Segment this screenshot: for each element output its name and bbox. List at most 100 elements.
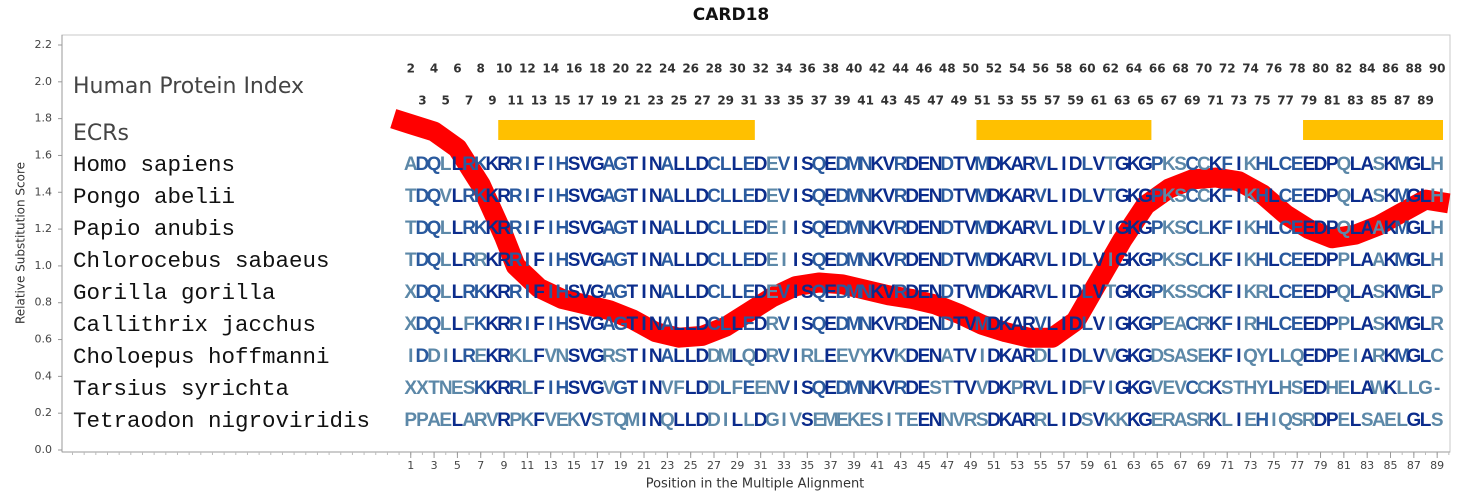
human-index-label: 86 — [1382, 62, 1399, 76]
x-tick-label: 89 — [1430, 459, 1444, 472]
human-index-label: 14 — [542, 62, 559, 76]
human-index-label: 72 — [1219, 62, 1236, 76]
human-index-label: 84 — [1359, 62, 1376, 76]
human-index-label: 79 — [1301, 94, 1318, 108]
species-name: Papio anubis — [73, 216, 235, 242]
human-index-label: 50 — [962, 62, 979, 76]
species-name: Pongo abelii — [73, 184, 235, 210]
human-index-label: 89 — [1417, 94, 1434, 108]
x-tick-label: 3 — [431, 459, 438, 472]
human-index-label: 71 — [1207, 94, 1224, 108]
x-tick-label: 45 — [917, 459, 931, 472]
human-index-label: 4 — [430, 62, 438, 76]
human-index-label: 36 — [799, 62, 816, 76]
sequence: TDQLLRKKRR I F I HSVGAGT I NALLDCLLEDE I I SQEDMN… — [405, 218, 1444, 239]
human-index-label: 22 — [636, 62, 653, 76]
human-index-label: 2 — [407, 62, 415, 76]
human-index-label: 87 — [1394, 94, 1411, 108]
ecr-bar — [1303, 120, 1444, 140]
human-index-label: 51 — [974, 94, 991, 108]
human-index-label: 41 — [857, 94, 874, 108]
human-index-label: 29 — [717, 94, 734, 108]
y-tick-label: 1.0 — [35, 259, 53, 272]
index-label: Human Protein Index — [73, 74, 304, 99]
human-index-label: 40 — [846, 62, 863, 76]
x-tick-label: 25 — [684, 459, 698, 472]
x-tick-label: 29 — [730, 459, 744, 472]
human-index-label: 5 — [442, 94, 450, 108]
human-index-label: 31 — [741, 94, 758, 108]
human-index-label: 6 — [453, 62, 461, 76]
species-name: Choloepus hoffmanni — [73, 344, 330, 370]
human-index-label: 74 — [1242, 62, 1259, 76]
human-index-label: 83 — [1347, 94, 1364, 108]
score-line — [390, 109, 1451, 348]
human-index-label: 76 — [1266, 62, 1283, 76]
x-tick-label: 15 — [567, 459, 581, 472]
sequence: TDQVLRKKRR I F I HSVGAGT I NALLDCLLEDEV I SQEDMN… — [405, 186, 1444, 207]
human-index-label: 70 — [1196, 62, 1213, 76]
x-tick-label: 1 — [407, 459, 414, 472]
plot-frame — [61, 34, 1451, 453]
human-index-label: 9 — [488, 94, 496, 108]
x-tick-label: 77 — [1290, 459, 1304, 472]
ecr-label: ECRs — [73, 121, 129, 146]
human-index-label: 85 — [1370, 94, 1387, 108]
x-tick-label: 87 — [1407, 459, 1421, 472]
human-index-label: 39 — [834, 94, 851, 108]
human-index-label: 54 — [1009, 62, 1026, 76]
sequence: XDQLLFKKRR I F I HSVGAGT I NALLDCLLEDRV I SQEDMN… — [404, 314, 1444, 335]
human-index-label: 59 — [1067, 94, 1084, 108]
human-index-label: 73 — [1231, 94, 1248, 108]
x-tick-label: 37 — [824, 459, 838, 472]
x-tick-label: 35 — [800, 459, 814, 472]
human-index-label: 57 — [1044, 94, 1061, 108]
species-name: Tetraodon nigroviridis — [73, 408, 370, 434]
y-tick-label: 0.8 — [35, 296, 53, 309]
human-index-label: 17 — [577, 94, 594, 108]
species-name: Gorilla gorilla — [73, 280, 276, 306]
sequence: XDQLLRKKRR I F I HSVGAGT I NALLDCLLEDEV I SQEDMN… — [404, 282, 1443, 303]
human-index-label: 46 — [916, 62, 933, 76]
human-index-label: 47 — [927, 94, 944, 108]
x-tick-label: 5 — [454, 459, 461, 472]
sequence: TDQLLRRKRR I F I HSVGAGT I NALLDCLLEDE I I SQEDMN… — [405, 250, 1444, 271]
x-tick-label: 59 — [1080, 459, 1094, 472]
human-index-label: 28 — [706, 62, 723, 76]
x-axis-title: Position in the Multiple Alignment — [646, 477, 865, 492]
x-tick-label: 79 — [1314, 459, 1328, 472]
human-index-label: 24 — [659, 62, 676, 76]
human-index-label: 78 — [1289, 62, 1306, 76]
human-index-label: 18 — [589, 62, 606, 76]
human-index-label: 20 — [612, 62, 629, 76]
y-tick-label: 1.4 — [35, 185, 53, 198]
x-tick-label: 17 — [590, 459, 604, 472]
chart-title: CARD18 — [693, 5, 770, 25]
y-tick-label: 1.8 — [35, 112, 53, 125]
human-index-label: 90 — [1429, 62, 1446, 76]
x-tick-label: 81 — [1337, 459, 1351, 472]
y-tick-label: 1.6 — [35, 148, 53, 161]
x-tick-label: 57 — [1057, 459, 1071, 472]
x-tick-label: 85 — [1384, 459, 1398, 472]
x-tick-label: 65 — [1150, 459, 1164, 472]
human-index-label: 13 — [531, 94, 548, 108]
human-index-label: 61 — [1091, 94, 1108, 108]
human-index-label: 53 — [997, 94, 1014, 108]
y-tick-label: 1.2 — [35, 222, 53, 235]
human-index-label: 35 — [787, 94, 804, 108]
x-tick-label: 19 — [614, 459, 628, 472]
x-tick-label: 27 — [707, 459, 721, 472]
human-index-label: 43 — [881, 94, 898, 108]
human-index-label: 80 — [1312, 62, 1329, 76]
human-index-label: 33 — [764, 94, 781, 108]
human-index-label: 23 — [647, 94, 664, 108]
x-tick-label: 83 — [1360, 459, 1374, 472]
x-tick-label: 21 — [637, 459, 651, 472]
human-index-label: 63 — [1114, 94, 1131, 108]
human-index-label: 27 — [694, 94, 711, 108]
species-name: Callithrix jacchus — [73, 312, 316, 338]
sequence: I DD I LREKRKLFVNSVGRST I NALLDDMLQDRV I RLEEVY… — [408, 346, 1444, 367]
y-tick-label: 0.2 — [35, 406, 53, 419]
human-index-label: 62 — [1102, 62, 1119, 76]
